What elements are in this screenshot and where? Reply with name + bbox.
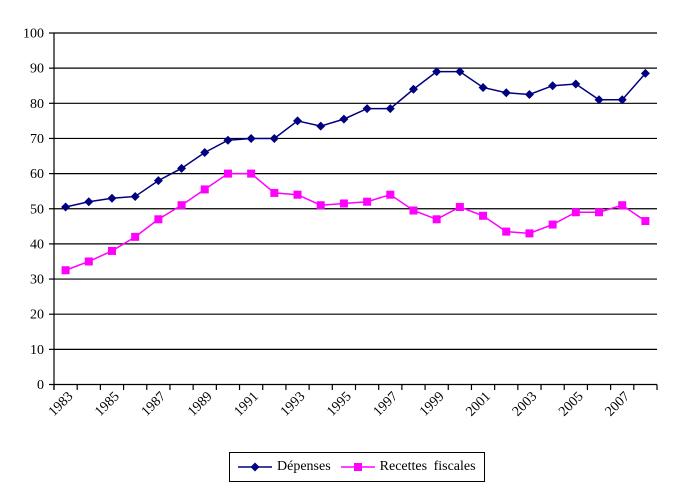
data-point	[617, 95, 627, 105]
legend-item-depenses: Dépenses	[238, 459, 331, 475]
data-point	[270, 188, 279, 197]
y-axis-label: 100	[23, 27, 44, 42]
data-point	[131, 232, 140, 241]
y-axis-label: 30	[30, 273, 44, 288]
data-point	[618, 201, 627, 210]
data-point	[595, 208, 604, 217]
data-point	[61, 266, 70, 275]
x-axis-label: 1995	[324, 389, 354, 419]
x-axis-label: 2001	[463, 389, 493, 419]
data-point	[641, 217, 650, 226]
data-point	[200, 185, 209, 194]
x-axis-label: 1989	[185, 389, 215, 419]
data-point	[353, 463, 362, 471]
data-point	[316, 201, 325, 210]
data-point	[339, 114, 349, 124]
data-point	[293, 116, 303, 126]
data-point	[386, 190, 395, 199]
data-point	[363, 197, 372, 206]
y-axis-label: 50	[30, 202, 44, 217]
data-point	[339, 199, 348, 208]
data-point	[525, 229, 534, 238]
series-depenses	[61, 67, 650, 212]
data-point	[478, 82, 488, 92]
data-point	[107, 193, 117, 203]
series-line	[65, 172, 646, 271]
data-point	[432, 67, 442, 77]
y-axis-label: 70	[30, 132, 44, 147]
y-axis-label: 40	[30, 237, 44, 252]
data-point	[548, 220, 557, 229]
data-point	[84, 197, 94, 207]
x-axis-label: 1997	[371, 389, 401, 419]
data-point	[524, 90, 534, 100]
legend-item-recettes-fiscales: Recettes fiscales	[340, 459, 476, 475]
data-point	[293, 190, 302, 199]
gridlines	[54, 32, 657, 350]
series-recettes-fiscales	[61, 169, 650, 275]
x-axis-label: 1985	[92, 389, 122, 419]
data-point	[247, 169, 256, 178]
y-axis-label: 60	[30, 167, 44, 182]
data-point	[84, 257, 93, 266]
data-point	[409, 206, 418, 215]
diamond-marker-icon	[238, 462, 272, 472]
data-point	[594, 95, 604, 105]
data-point	[571, 79, 581, 89]
y-axis-label: 10	[30, 343, 44, 358]
data-point	[61, 202, 71, 212]
data-point	[640, 68, 650, 78]
x-axis-label: 1987	[139, 389, 169, 419]
square-marker-icon	[340, 462, 375, 472]
data-point	[362, 104, 372, 114]
data-point	[479, 211, 488, 220]
data-point	[501, 88, 511, 98]
data-point	[385, 104, 395, 114]
data-point	[200, 148, 210, 158]
data-point	[316, 121, 326, 131]
data-point	[455, 202, 464, 211]
x-axis-label: 1993	[278, 389, 308, 419]
data-point	[250, 462, 260, 472]
data-point	[130, 191, 140, 201]
data-point	[269, 133, 279, 143]
data-point	[223, 169, 232, 178]
y-axis-label: 80	[30, 97, 44, 112]
x-axis-label: 2007	[603, 389, 633, 419]
data-point	[177, 201, 186, 210]
data-point	[177, 163, 187, 173]
data-point	[154, 215, 163, 224]
data-point	[246, 133, 256, 143]
y-axis-ticks: 0 10 20 30 40 50 60 70 80 90 100	[23, 27, 54, 393]
x-axis-label: 2003	[510, 389, 540, 419]
data-point	[548, 81, 558, 91]
x-axis-label: 1983	[46, 389, 76, 419]
chart-legend: Dépenses Recettes fiscales	[229, 452, 485, 482]
x-axis-label: 2005	[556, 389, 586, 419]
data-point	[502, 227, 511, 236]
x-axis-label: 1999	[417, 389, 447, 419]
data-point	[107, 246, 116, 255]
data-point	[223, 135, 233, 145]
legend-label-depenses: Dépenses	[277, 459, 331, 474]
y-axis-label: 20	[30, 308, 44, 323]
legend-label-recettes-fiscales: Recettes fiscales	[379, 459, 476, 474]
y-axis-label: 0	[37, 378, 44, 393]
x-axis-label: 1991	[232, 389, 262, 419]
data-point	[571, 208, 580, 217]
data-point	[432, 215, 441, 224]
series-line	[65, 70, 646, 208]
axes	[53, 33, 657, 390]
data-point	[455, 67, 465, 77]
data-point	[408, 84, 418, 94]
y-axis-label: 90	[30, 62, 44, 77]
x-axis-ticks: 1983 1985 1987 1989 1991 1993 1995 1997 1999 2001…	[46, 384, 658, 420]
data-point	[153, 176, 163, 186]
